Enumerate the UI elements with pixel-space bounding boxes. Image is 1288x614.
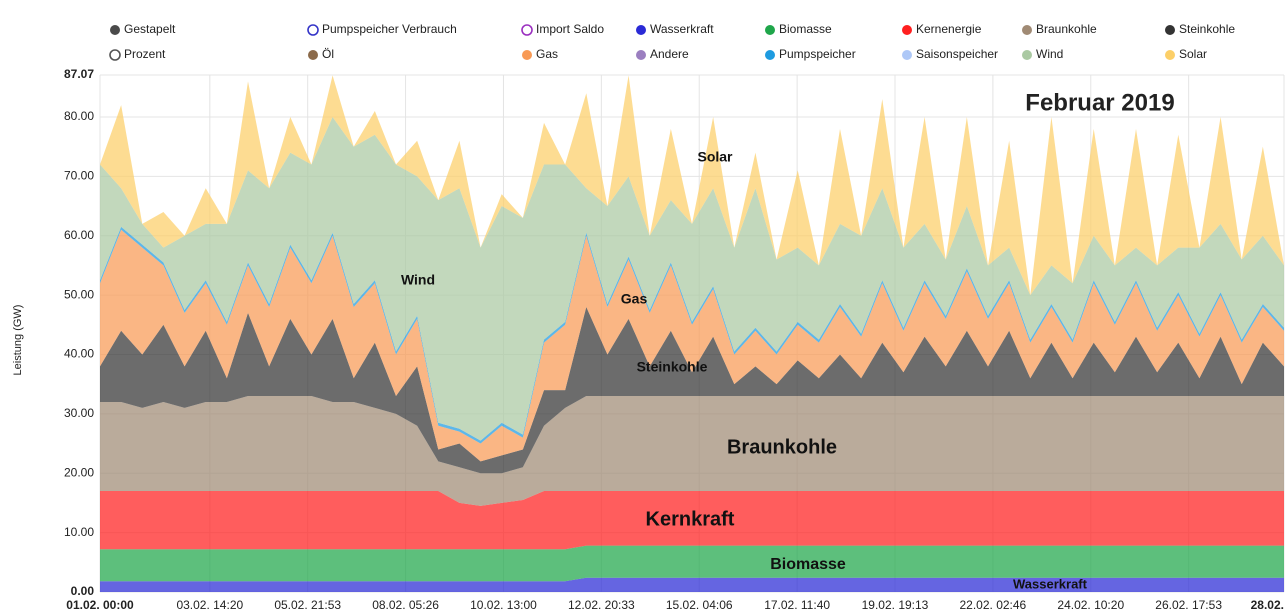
y-tick-label: 20.00 bbox=[64, 465, 94, 479]
x-tick-label: 12.02. 20:33 bbox=[568, 598, 635, 612]
legend-label: Pumpspeicher Verbrauch bbox=[322, 22, 457, 36]
area bbox=[100, 306, 1284, 474]
x-tick-label: 26.02. 17:53 bbox=[1155, 598, 1222, 612]
x-tick-label: 03.02. 14:20 bbox=[176, 598, 243, 612]
legend-label: Steinkohle bbox=[1179, 22, 1235, 36]
x-tick-label: 15.02. 04:06 bbox=[666, 598, 733, 612]
legend-marker bbox=[521, 24, 533, 36]
x-tick-label: 24.02. 10:20 bbox=[1057, 598, 1124, 612]
annotation: Solar bbox=[697, 149, 733, 165]
area bbox=[100, 545, 1284, 582]
legend-marker bbox=[1022, 50, 1032, 60]
legend-label: Braunkohle bbox=[1036, 22, 1097, 36]
annotation: Braunkohle bbox=[727, 436, 837, 458]
y-tick-label: 10.00 bbox=[64, 525, 94, 539]
legend-label: Import Saldo bbox=[536, 22, 604, 36]
legend-label: Öl bbox=[322, 47, 334, 61]
area bbox=[100, 75, 1284, 296]
legend-marker bbox=[110, 25, 120, 35]
y-tick-label: 70.00 bbox=[64, 169, 94, 183]
annotation: Wasserkraft bbox=[1013, 576, 1088, 591]
y-tick-label: 30.00 bbox=[64, 406, 94, 420]
y-tick-label: 50.00 bbox=[64, 287, 94, 301]
legend-marker bbox=[308, 50, 318, 60]
legend-marker bbox=[1165, 50, 1175, 60]
legend-label: Andere bbox=[650, 47, 689, 61]
plot-area bbox=[100, 75, 1284, 592]
annotation: Gas bbox=[621, 291, 648, 307]
annotation: Biomasse bbox=[770, 556, 846, 573]
y-tick-label: 60.00 bbox=[64, 228, 94, 242]
legend-label: Saisonspeicher bbox=[916, 47, 998, 61]
x-tick-label: 10.02. 13:00 bbox=[470, 598, 537, 612]
area bbox=[100, 577, 1284, 592]
y-tick-label: 0.00 bbox=[71, 584, 95, 598]
legend-label: Pumpspeicher bbox=[779, 47, 856, 61]
legend-marker bbox=[636, 25, 646, 35]
legend-label: Solar bbox=[1179, 47, 1207, 61]
y-tick-label: 80.00 bbox=[64, 109, 94, 123]
area bbox=[100, 229, 1284, 462]
legend-label: Kernenergie bbox=[916, 22, 982, 36]
legend-label: Gestapelt bbox=[124, 22, 176, 36]
legend-marker bbox=[765, 25, 775, 35]
x-tick-label: 01.02. 00:00 bbox=[66, 598, 134, 612]
legend-label: Wasserkraft bbox=[650, 22, 714, 36]
legend-marker bbox=[307, 24, 319, 36]
y-tick-label: 40.00 bbox=[64, 347, 94, 361]
legend-marker bbox=[1022, 25, 1032, 35]
legend-marker bbox=[902, 50, 912, 60]
y-tick-label: 87.07 bbox=[64, 67, 94, 81]
x-tick-label: 08.02. 05:26 bbox=[372, 598, 439, 612]
legend-marker bbox=[1165, 25, 1175, 35]
legend-label: Gas bbox=[536, 47, 558, 61]
annotation: Wind bbox=[401, 272, 435, 288]
legend-label: Wind bbox=[1036, 47, 1063, 61]
area bbox=[100, 396, 1284, 506]
x-tick-label: 19.02. 19:13 bbox=[862, 598, 929, 612]
legend-marker bbox=[522, 50, 532, 60]
y-axis-label: Leistung (GW) bbox=[12, 305, 24, 376]
legend-marker bbox=[765, 50, 775, 60]
x-tick-label: 28.02. bbox=[1251, 598, 1284, 612]
legend-label: Prozent bbox=[124, 47, 166, 61]
chart-title: Februar 2019 bbox=[1025, 89, 1174, 116]
legend-marker bbox=[109, 49, 121, 61]
area bbox=[100, 491, 1284, 550]
legend-marker bbox=[902, 25, 912, 35]
x-tick-label: 17.02. 11:40 bbox=[764, 598, 830, 612]
legend-marker bbox=[636, 50, 646, 60]
annotation: Kernkraft bbox=[646, 508, 735, 530]
x-tick-label: 05.02. 21:53 bbox=[274, 598, 341, 612]
annotation: Steinkohle bbox=[637, 359, 708, 375]
area bbox=[100, 116, 1284, 441]
x-tick-label: 22.02. 02:46 bbox=[960, 598, 1027, 612]
legend-label: Biomasse bbox=[779, 22, 832, 36]
